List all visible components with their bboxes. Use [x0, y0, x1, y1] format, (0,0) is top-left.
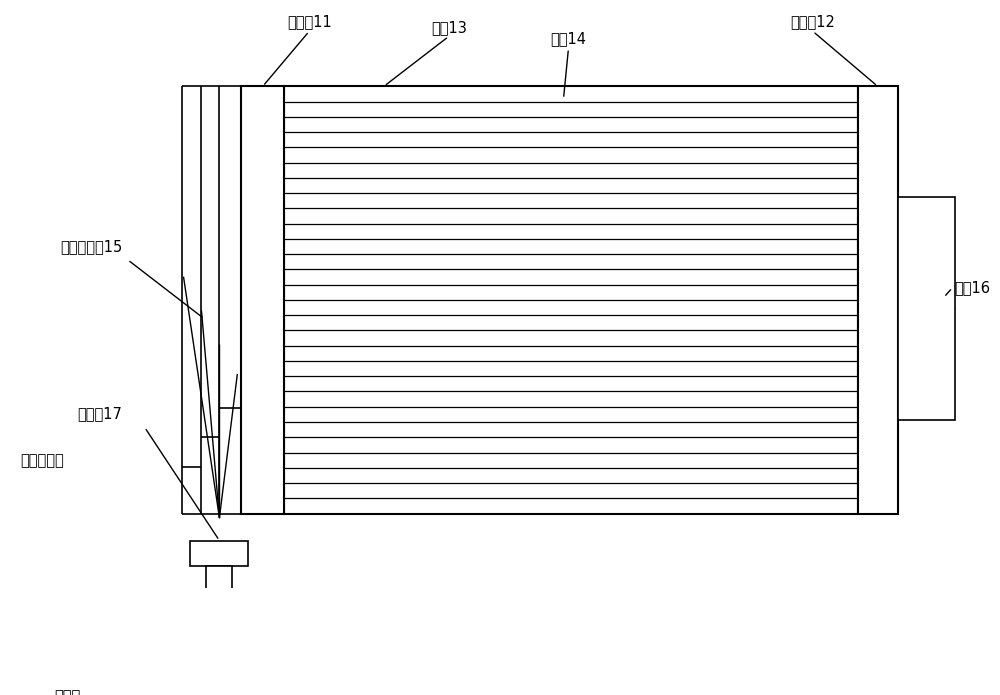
Text: 过滤器: 过滤器 — [54, 689, 80, 695]
Text: 室外膨胀阀: 室外膨胀阀 — [20, 453, 64, 468]
Text: 分流囷17: 分流囷17 — [77, 407, 122, 421]
Bar — [284, 86, 858, 514]
Bar — [105, 634, 127, 645]
Bar — [898, 197, 955, 420]
Bar — [206, 566, 232, 593]
Polygon shape — [8, 645, 127, 680]
Text: 气管16: 气管16 — [954, 280, 990, 295]
Text: 集流管11: 集流管11 — [287, 15, 332, 30]
Bar — [190, 541, 248, 566]
Bar — [241, 86, 284, 514]
Text: 扁管13: 扁管13 — [431, 19, 467, 35]
Text: 分流毛细管15: 分流毛细管15 — [61, 239, 123, 254]
Bar — [858, 86, 898, 514]
Bar — [8, 634, 30, 645]
Text: 翅煇14: 翅煇14 — [550, 31, 586, 47]
Text: 分流管12: 分流管12 — [790, 15, 835, 30]
